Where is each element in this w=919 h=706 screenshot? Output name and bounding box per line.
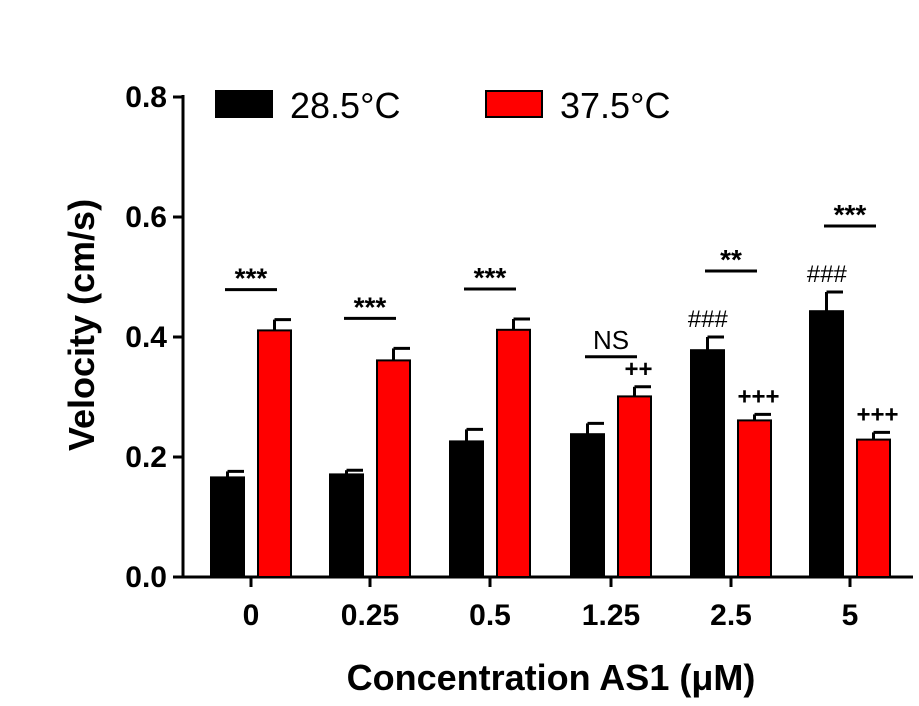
y-tick-label: 0.4 [125,321,167,354]
comparison-label: *** [235,263,268,294]
legend-label-37-5: 37.5°C [560,85,670,126]
black-bar-mark: ### [687,306,728,333]
bar-red [376,359,411,578]
x-axis-title: Concentration AS1 (μM) [347,657,756,698]
y-tick-label: 0.8 [125,81,167,114]
y-tick-label: 0.0 [125,561,167,594]
bar-black [690,349,725,579]
bar-black [210,476,245,578]
bar-red [496,328,531,578]
bar-black [329,473,364,578]
red-bar-mark: ++ [624,356,652,383]
x-tick-label: 1.25 [582,599,640,632]
x-tick-label: 0.5 [469,599,511,632]
bar-red [257,329,292,578]
y-tick-label: 0.2 [125,441,167,474]
bar-black [809,310,844,578]
comparison-label: ** [720,244,742,275]
red-bar-mark: +++ [856,401,898,428]
bar-black [449,440,484,578]
significance-annotations: *** *** *** NS++ ** ### +++ *** ### +++ [225,199,899,428]
legend: 28.5°C 37.5°C [215,85,670,126]
y-tick-label: 0.6 [125,201,167,234]
red-bar-mark: +++ [737,383,779,410]
comparison-label: *** [474,262,507,293]
x-tick-label: 0 [243,599,260,632]
y-axis-title: Velocity (cm/s) [61,199,102,451]
bar-red [856,438,891,578]
bar-red [617,395,652,578]
x-tick-label: 2.5 [710,599,752,632]
legend-swatch-28-5 [215,90,273,118]
legend-label-28-5: 28.5°C [290,85,400,126]
bar-red [737,419,772,578]
comparison-label: *** [834,199,867,230]
error-bars [226,290,890,478]
comparison-label: *** [354,291,387,322]
axes: 0.0 0.2 0.4 0.6 0.8 0 0.25 0.5 1.25 2.5 5 [125,81,913,632]
black-bar-mark: ### [806,261,847,288]
x-tick-label: 0.25 [341,599,399,632]
bars [210,310,891,579]
legend-swatch-37-5 [485,90,543,118]
bar-black [570,433,605,579]
x-tick-label: 5 [842,599,859,632]
comparison-label: NS [593,325,629,355]
